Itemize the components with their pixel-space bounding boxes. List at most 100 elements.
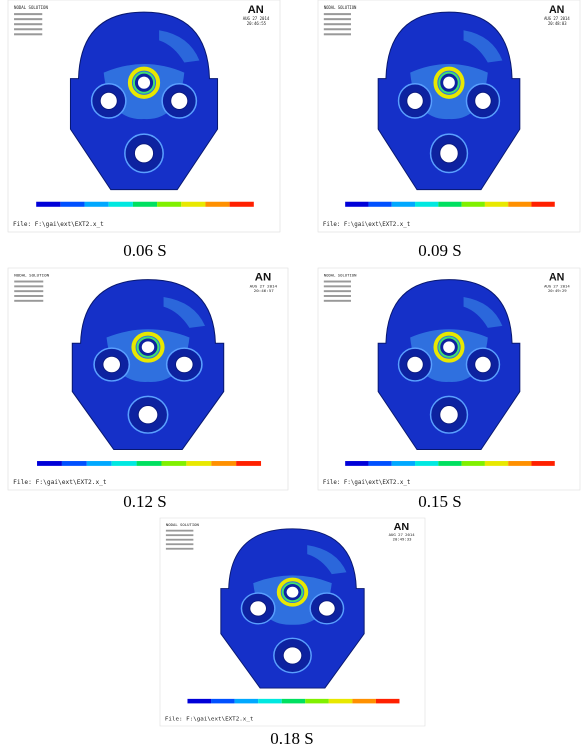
color-bar-segment	[211, 699, 235, 704]
color-bar-segment	[87, 461, 112, 466]
info-line	[324, 290, 351, 292]
info-line	[14, 13, 42, 15]
logo: AN	[549, 272, 564, 284]
logo: AN	[248, 4, 264, 16]
logo: AN	[255, 272, 272, 284]
info-line	[324, 300, 351, 302]
color-bar-segment	[205, 202, 229, 207]
bore-inner	[475, 356, 491, 372]
bore-inner	[440, 144, 458, 163]
bore-inner	[250, 601, 267, 616]
color-bar-segment	[157, 202, 181, 207]
info-line	[14, 281, 43, 283]
figure: NODAL SOLUTION AN AUG 27 2014 20:46:55 File:…	[0, 0, 585, 756]
color-bar-segment	[415, 461, 438, 466]
color-bar-segment	[352, 699, 376, 704]
bore-inner	[171, 92, 188, 109]
color-bar-segment	[376, 699, 400, 704]
info-line	[324, 23, 351, 25]
bore-inner	[443, 77, 455, 89]
color-bar-segment	[392, 202, 415, 207]
color-bar-segment	[37, 461, 62, 466]
color-bar-segment	[438, 461, 461, 466]
file-path: File: F:\gai\ext\EXT2.x_t	[323, 221, 410, 228]
color-bar-segment	[345, 202, 368, 207]
info-line	[324, 33, 351, 35]
bore-inner	[100, 92, 117, 109]
color-bar-segment	[230, 202, 254, 207]
color-bar-segment	[85, 202, 109, 207]
time: 20:48:03	[548, 21, 567, 26]
caption: 0.06 S	[123, 241, 166, 260]
color-bar-segment	[305, 699, 329, 704]
info-line	[14, 295, 43, 297]
caption: 0.15 S	[418, 492, 461, 511]
info-line	[14, 290, 43, 292]
screenshot: NODAL SOLUTIONANAUG 27 201420:49:29File:…	[318, 268, 580, 490]
date: AUG 27 2014	[389, 533, 416, 537]
color-bar-segment	[368, 202, 391, 207]
color-bar-segment	[235, 699, 259, 704]
logo: AN	[549, 4, 565, 16]
bore-inner	[134, 144, 153, 163]
bore-inner	[407, 92, 423, 109]
color-bar-segment	[258, 699, 282, 704]
info-line	[324, 13, 351, 15]
color-bar-segment	[368, 461, 391, 466]
info-line	[14, 300, 43, 302]
caption: 0.18 S	[270, 729, 313, 748]
color-bar-segment	[236, 461, 261, 466]
info-line	[166, 534, 193, 536]
color-bar-segment	[137, 461, 162, 466]
info-line	[324, 281, 351, 283]
info-line	[166, 530, 193, 532]
bore-inner	[407, 356, 423, 372]
color-bar-segment	[345, 461, 368, 466]
file-path: File: F:\gai\ext\EXT2.x_t	[165, 717, 254, 723]
solution-title: NODAL SOLUTION	[14, 273, 50, 278]
color-bar-segment	[211, 461, 236, 466]
color-bar-segment	[109, 202, 133, 207]
file-path: File: F:\gai\ext\EXT2.x_t	[13, 479, 107, 486]
color-bar-segment	[485, 461, 508, 466]
color-bar-segment	[187, 699, 211, 704]
info-line	[14, 285, 43, 287]
color-bar-segment	[531, 202, 554, 207]
bore-inner	[319, 601, 336, 616]
color-bar-segment	[508, 202, 531, 207]
info-line	[324, 28, 351, 30]
bore-inner	[175, 356, 193, 372]
color-bar-segment	[462, 202, 485, 207]
info-line	[324, 18, 351, 20]
solution-title: NODAL SOLUTION	[166, 523, 200, 527]
color-bar-segment	[438, 202, 461, 207]
bore-inner	[283, 647, 302, 664]
file-path: File: F:\gai\ext\EXT2.x_t	[323, 480, 410, 486]
solution-title: NODAL SOLUTION	[324, 273, 357, 278]
solution-title: NODAL SOLUTION	[324, 5, 357, 10]
color-bar-segment	[462, 461, 485, 466]
color-bar-segment	[60, 202, 84, 207]
info-line	[14, 23, 42, 25]
time: 20:46:55	[247, 21, 267, 26]
color-bar-segment	[62, 461, 87, 466]
info-line	[14, 33, 42, 35]
info-line	[166, 539, 193, 541]
info-line	[166, 548, 193, 550]
caption: 0.09 S	[418, 241, 461, 260]
bore-inner	[138, 77, 150, 89]
file-path: File: F:\gai\ext\EXT2.x_t	[13, 221, 104, 228]
bore-inner	[475, 92, 491, 109]
info-line	[324, 295, 351, 297]
caption: 0.12 S	[123, 492, 166, 511]
solution-title: NODAL SOLUTION	[14, 5, 48, 10]
info-line	[14, 28, 42, 30]
info-line	[166, 543, 193, 545]
time: 20:49:33	[393, 538, 412, 542]
bore-inner	[287, 587, 299, 598]
color-bar-segment	[485, 202, 508, 207]
color-bar-segment	[133, 202, 157, 207]
